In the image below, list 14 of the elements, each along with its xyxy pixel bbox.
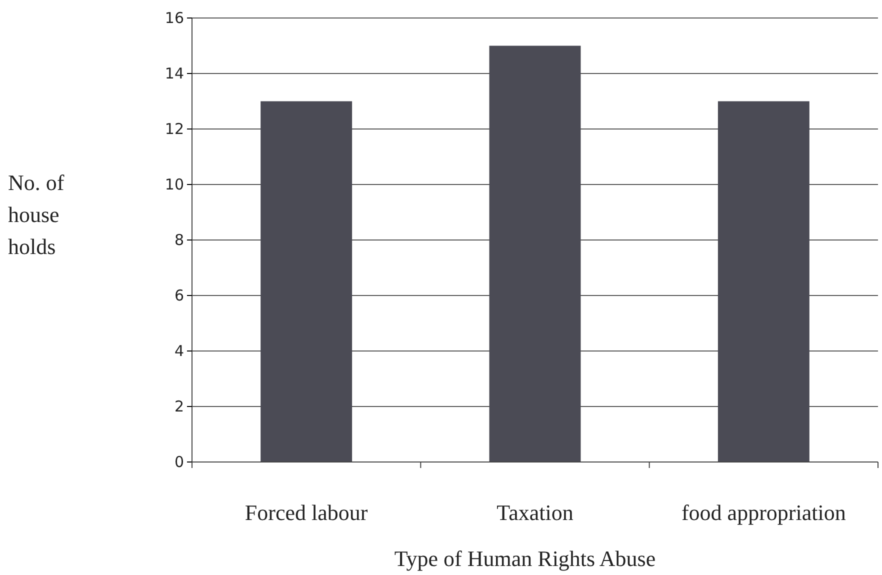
y-tick-label: 6: [174, 286, 184, 304]
y-tick-label: 14: [164, 64, 184, 82]
y-tick-label: 0: [174, 452, 184, 471]
y-axis-title: No. of house holds: [8, 170, 65, 259]
x-tick-label: Taxation: [496, 500, 574, 525]
y-tick-label: 16: [164, 8, 184, 27]
x-axis-title: Type of Human Rights Abuse: [394, 546, 656, 571]
y-tick-label: 8: [174, 230, 184, 249]
y-tick-label: 2: [174, 397, 184, 416]
x-tick-label: food appropriation: [681, 500, 846, 525]
y-tick-label: 10: [164, 175, 184, 194]
x-tick-label: Forced labour: [244, 500, 368, 525]
y-tick-label: 12: [164, 120, 184, 138]
y-tick-label: 4: [174, 342, 184, 360]
